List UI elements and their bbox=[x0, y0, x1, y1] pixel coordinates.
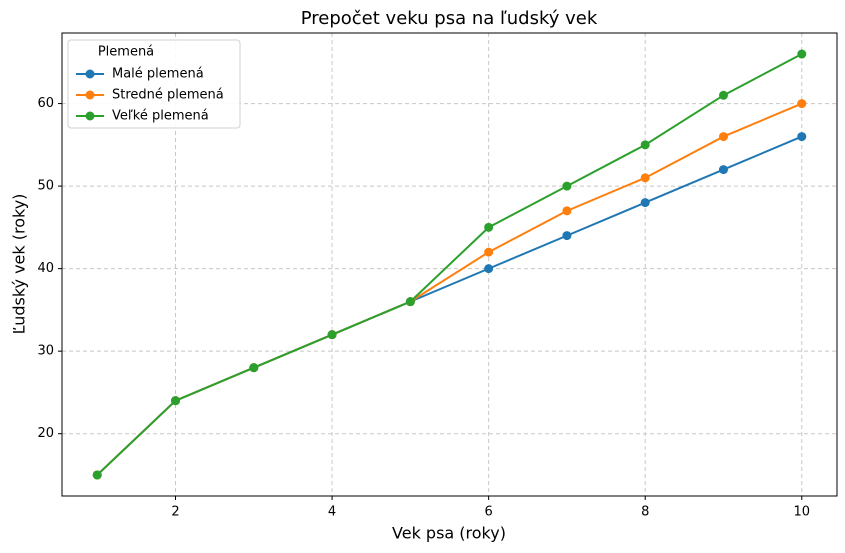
y-tick-label: 20 bbox=[37, 426, 54, 441]
series-line bbox=[96, 53, 803, 476]
legend-title: Plemená bbox=[98, 45, 154, 60]
data-point bbox=[405, 297, 415, 307]
legend-marker bbox=[85, 69, 95, 79]
series-line bbox=[96, 135, 803, 476]
data-point bbox=[562, 231, 572, 241]
data-point bbox=[797, 99, 807, 109]
data-point bbox=[562, 206, 572, 216]
data-point bbox=[249, 363, 259, 373]
data-point bbox=[718, 165, 728, 175]
data-point bbox=[484, 264, 494, 274]
y-tick-label: 30 bbox=[37, 344, 54, 359]
data-point bbox=[640, 140, 650, 150]
plot-frame bbox=[61, 32, 838, 497]
data-point bbox=[640, 198, 650, 208]
data-point bbox=[327, 330, 337, 340]
data-point bbox=[171, 396, 181, 406]
y-axis-label: Ľudský vek (roky) bbox=[10, 194, 29, 335]
x-tick-label: 10 bbox=[793, 505, 810, 520]
legend-label: Stredné plemená bbox=[112, 88, 224, 103]
chart-title: Prepočet veku psa na ľudský vek bbox=[301, 8, 598, 29]
x-axis-label: Vek psa (roky) bbox=[392, 524, 506, 543]
data-point bbox=[484, 222, 494, 232]
y-tick-label: 50 bbox=[37, 179, 54, 194]
legend-label: Malé plemená bbox=[112, 67, 204, 82]
data-point bbox=[797, 132, 807, 142]
data-point bbox=[718, 132, 728, 142]
data-point bbox=[797, 49, 807, 59]
x-tick-label: 8 bbox=[641, 505, 649, 520]
y-tick-label: 40 bbox=[37, 261, 54, 276]
x-tick-label: 2 bbox=[171, 505, 179, 520]
series-line bbox=[96, 102, 803, 476]
data-point bbox=[640, 173, 650, 183]
legend-box bbox=[67, 39, 241, 129]
data-point bbox=[92, 470, 102, 480]
x-tick-label: 6 bbox=[485, 505, 493, 520]
legend-label: Veľké plemená bbox=[112, 109, 209, 124]
data-point bbox=[484, 247, 494, 257]
legend-marker bbox=[85, 111, 95, 121]
data-point bbox=[718, 90, 728, 100]
x-tick-label: 4 bbox=[328, 505, 336, 520]
y-tick-label: 60 bbox=[37, 96, 54, 111]
data-point bbox=[562, 181, 572, 191]
legend-marker bbox=[85, 90, 95, 100]
